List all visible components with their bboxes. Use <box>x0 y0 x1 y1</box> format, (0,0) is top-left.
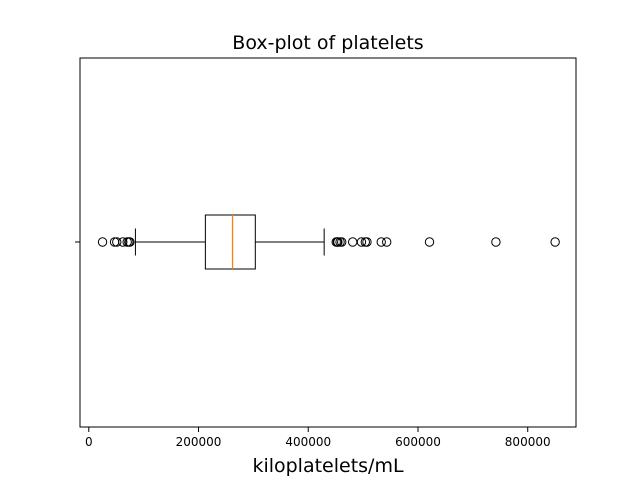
outlier-point <box>333 237 343 247</box>
outlier-point <box>125 237 135 247</box>
outlier-point <box>356 237 367 247</box>
outlier-point <box>118 237 128 247</box>
x-axis-label: kiloplatelets/mL <box>252 455 404 477</box>
outlier-point <box>382 237 392 247</box>
x-tick-label: 600000 <box>395 435 441 449</box>
x-tick-label: 200000 <box>176 435 222 449</box>
chart-title: Box-plot of platelets <box>232 32 423 54</box>
x-tick-label: 800000 <box>505 435 551 449</box>
outlier-point <box>376 237 386 247</box>
x-tick-label: 400000 <box>285 435 331 449</box>
outlier-point <box>97 237 108 247</box>
outlier-point <box>550 237 560 247</box>
outlier-point <box>337 237 347 247</box>
outlier-point <box>112 237 122 247</box>
outlier-point <box>491 237 501 247</box>
x-axis-ticks: 0 200000 400000 600000 800000 <box>85 427 551 449</box>
iqr-box <box>204 214 256 270</box>
outlier-point <box>362 237 372 247</box>
x-tick-label: 0 <box>85 435 93 449</box>
outlier-point <box>424 237 435 247</box>
plot-area <box>97 214 560 270</box>
